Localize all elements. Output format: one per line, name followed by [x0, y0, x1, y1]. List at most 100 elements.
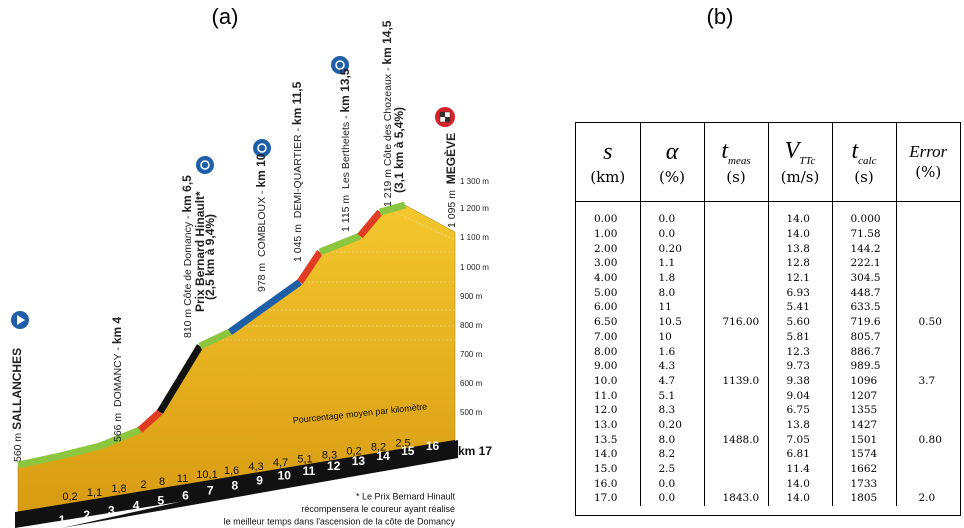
table-cell: 4.3 — [639, 358, 704, 374]
table-cell: 9.04 — [767, 388, 832, 403]
table-cell: 2.0 — [895, 491, 960, 506]
table-row: 4.00 1.8 12.1 304.5 — [576, 270, 960, 286]
km-marker: 12 — [327, 459, 341, 473]
stage-label: 978 m COMBLOUX - km 10 — [254, 153, 268, 292]
table-cell: 17.0 — [594, 492, 618, 505]
stage-label-text: 560 m — [12, 430, 24, 462]
stage-label: 1 115 m Les Berthelets - km 13,5 — [338, 68, 352, 232]
stage-label-bold: km 14,5 — [380, 20, 394, 64]
header-cell: Error (%) — [895, 123, 960, 202]
table-cell — [895, 285, 960, 301]
km-marker: 15 — [401, 444, 415, 458]
header-subscript: meas — [728, 155, 751, 167]
header-symbol: α — [665, 138, 679, 165]
table-row: 5.00 8.0 6.93 448.7 — [576, 285, 960, 301]
table-cell — [703, 461, 768, 477]
stage-label-bold: Prix Bernard Hinault* — [193, 191, 207, 312]
header-cell: tcalc (s) — [831, 123, 896, 202]
stage-label-bold: km 11,5 — [290, 81, 304, 125]
table-row: 17.0 0.0 1843.0 14.0 1805 2.0 — [576, 491, 960, 506]
table-row: 6.50 10.5 716.00 5.60 719.6 0.50 — [576, 314, 960, 330]
stage-label-text: 566 m DOMANCY - — [112, 344, 124, 442]
table: s (km) α (%) tmeas (s) VTTc (m/s) tcalc (s) Error(… — [576, 123, 960, 506]
table-cell: 1.00 — [594, 228, 618, 241]
table-cell — [895, 358, 960, 374]
km-band — [15, 440, 455, 528]
table-cell: 448.7 — [831, 285, 896, 301]
table-cell: 13.8 — [767, 417, 832, 433]
gradient-label: 5,1 — [297, 453, 312, 465]
table-row: 13.5 8.0 1488.0 7.05 1501 0.80 — [576, 432, 960, 447]
table-cell: 14.0 — [767, 476, 832, 492]
stage-label-bold: MEGÈVE — [443, 133, 458, 184]
header-subscript: TTc — [799, 155, 816, 167]
gradient-label: 8 — [159, 476, 165, 488]
gradient-label: 4,7 — [273, 457, 288, 469]
header-cell: α (%) — [639, 123, 704, 202]
table-cell: 2.5 — [639, 461, 704, 477]
table-cell: 14.0 — [767, 491, 832, 506]
stage-label: 1 045 m DEMI-QUARTIER - km 11,5 — [290, 81, 304, 262]
km-marker: 6 — [182, 488, 189, 502]
table-row: 6.00 11 5.41 633.5 — [576, 300, 960, 315]
table-cell — [895, 402, 960, 418]
table-cell — [895, 226, 960, 242]
km-marker: 16 — [426, 439, 440, 453]
gradient-label: 2 — [140, 479, 146, 491]
table-row: 1.00 0.0 14.0 71.58 — [576, 226, 960, 242]
table-cell: 0.000 — [831, 201, 896, 227]
header-symbol: tmeas — [721, 138, 751, 167]
table-cell: 0.00 — [594, 213, 618, 226]
table-cell — [703, 329, 768, 345]
table-cell: 1139.0 — [703, 373, 768, 389]
table-cell: 0.20 — [639, 417, 704, 433]
table-cell: 4.7 — [639, 373, 704, 389]
table-cell — [703, 417, 768, 433]
header-unit: (s) — [854, 168, 874, 187]
table-cell — [703, 476, 768, 492]
stage-label-text: 810 m Côte de Domancy - — [182, 213, 194, 338]
stage-label-bold: km 13,5 — [338, 68, 352, 112]
table-cell: 6.81 — [767, 447, 832, 462]
km-marker: 10 — [278, 469, 292, 483]
table-cell: 8.2 — [639, 447, 704, 462]
stage-label: 810 m Côte de Domancy - km 6,5 — [180, 175, 194, 338]
header-symbol: tcalc — [851, 138, 877, 167]
table-cell: 1096 — [831, 373, 896, 389]
table-cell — [703, 300, 768, 315]
km-marker: 8 — [232, 479, 239, 493]
footnote: * Le Prix Bernard Hinault — [356, 491, 456, 501]
table-cell: 11.0 — [594, 389, 618, 402]
stage-label: (2,5 km à 9,4%) — [203, 214, 217, 300]
header-symbol: Error — [909, 142, 948, 162]
table-cell: 304.5 — [831, 270, 896, 286]
stage-label: (3,1 km à 5,4%) — [392, 107, 406, 193]
header-unit: (s) — [726, 168, 746, 187]
stage-label-text: 978 m COMBLOUX - — [256, 188, 268, 292]
km-marker: 13 — [352, 454, 366, 468]
table-cell — [895, 329, 960, 345]
gradient-label: 0,2 — [346, 445, 361, 457]
table-cell: 0.0 — [639, 201, 704, 227]
stage-label-text: 1 045 m DEMI-QUARTIER - — [292, 125, 304, 262]
table-row: 8.00 1.6 12.3 886.7 — [576, 344, 960, 359]
km-marker: 2 — [83, 508, 90, 522]
gradient-label: 1,1 — [87, 487, 102, 499]
table-cell: 1.6 — [639, 344, 704, 359]
table-cell: 1.1 — [639, 256, 704, 271]
stage-label: 560 m SALLANCHES — [10, 348, 24, 462]
km-marker: 5 — [157, 493, 164, 507]
table-cell: 1662 — [831, 461, 896, 477]
table-cell: 71.58 — [831, 226, 896, 242]
footnote: récompensera le coureur ayant réalisé — [301, 504, 455, 514]
table-cell: 10.0 — [594, 374, 618, 387]
table-row: 9.00 4.3 9.73 989.5 — [576, 358, 960, 374]
table-cell — [703, 201, 768, 227]
table-cell: 805.7 — [831, 329, 896, 345]
altitude-tick: 600 m — [460, 379, 483, 388]
table-cell: 1488.0 — [703, 432, 768, 447]
altitude-tick: 1 300 m — [460, 177, 489, 186]
table-cell: 16.0 — [594, 477, 618, 490]
profile-segments — [17, 201, 406, 469]
table-cell: 716.00 — [703, 314, 768, 330]
